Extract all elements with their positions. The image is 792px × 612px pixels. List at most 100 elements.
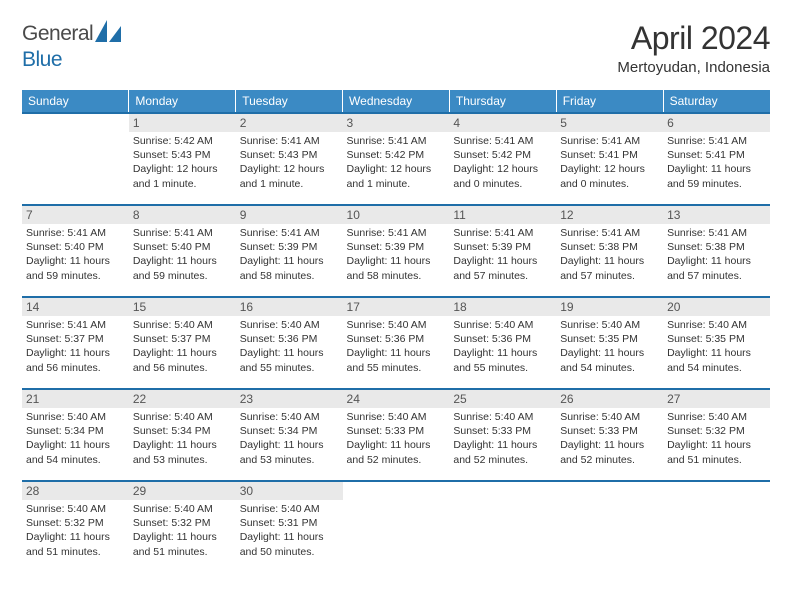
calendar-cell: 27 Sunrise: 5:40 AMSunset: 5:32 PMDayligh…: [663, 389, 770, 481]
day-number: 9: [236, 206, 343, 224]
day-details: Sunrise: 5:41 AMSunset: 5:41 PMDaylight:…: [560, 134, 659, 191]
calendar-cell: [449, 481, 556, 573]
day-number: 19: [556, 298, 663, 316]
calendar-cell: 3 Sunrise: 5:41 AMSunset: 5:42 PMDaylight…: [343, 113, 450, 205]
day-number: 22: [129, 390, 236, 408]
day-details: Sunrise: 5:40 AMSunset: 5:37 PMDaylight:…: [133, 318, 232, 375]
day-details: Sunrise: 5:40 AMSunset: 5:36 PMDaylight:…: [347, 318, 446, 375]
calendar-cell: 7Sunrise: 5:41 AMSunset: 5:40 PMDaylight…: [22, 205, 129, 297]
calendar-cell: 14Sunrise: 5:41 AMSunset: 5:37 PMDayligh…: [22, 297, 129, 389]
day-details: Sunrise: 5:41 AMSunset: 5:43 PMDaylight:…: [240, 134, 339, 191]
day-number: 10: [343, 206, 450, 224]
calendar-cell: 23 Sunrise: 5:40 AMSunset: 5:34 PMDayligh…: [236, 389, 343, 481]
day-number: 6: [663, 114, 770, 132]
day-details: Sunrise: 5:40 AMSunset: 5:32 PMDaylight:…: [26, 502, 125, 559]
day-details: Sunrise: 5:40 AMSunset: 5:31 PMDaylight:…: [240, 502, 339, 559]
weekday-header: Wednesday: [343, 90, 450, 113]
logo: General: [22, 20, 125, 47]
day-details: Sunrise: 5:41 AMSunset: 5:37 PMDaylight:…: [26, 318, 125, 375]
day-details: Sunrise: 5:41 AMSunset: 5:42 PMDaylight:…: [347, 134, 446, 191]
month-title: April 2024: [617, 20, 770, 57]
weekday-header: Saturday: [663, 90, 770, 113]
sail-icon: [95, 20, 121, 47]
calendar-cell: 26Sunrise: 5:40 AMSunset: 5:33 PMDayligh…: [556, 389, 663, 481]
day-number: 5: [556, 114, 663, 132]
day-number: 30: [236, 482, 343, 500]
calendar-cell: 18 Sunrise: 5:40 AMSunset: 5:36 PMDayligh…: [449, 297, 556, 389]
day-details: Sunrise: 5:40 AMSunset: 5:34 PMDaylight:…: [240, 410, 339, 467]
day-details: Sunrise: 5:41 AMSunset: 5:39 PMDaylight:…: [240, 226, 339, 283]
day-number: 3: [343, 114, 450, 132]
calendar-cell: 1 Sunrise: 5:42 AMSunset: 5:43 PMDaylight…: [129, 113, 236, 205]
day-details: Sunrise: 5:41 AMSunset: 5:39 PMDaylight:…: [347, 226, 446, 283]
logo-text-general: General: [22, 22, 93, 46]
calendar-cell: 13 Sunrise: 5:41 AMSunset: 5:38 PMDayligh…: [663, 205, 770, 297]
calendar-cell: 24Sunrise: 5:40 AMSunset: 5:33 PMDayligh…: [343, 389, 450, 481]
day-number: 25: [449, 390, 556, 408]
calendar-row: 28Sunrise: 5:40 AMSunset: 5:32 PMDayligh…: [22, 481, 770, 573]
calendar-cell: 9 Sunrise: 5:41 AMSunset: 5:39 PMDaylight…: [236, 205, 343, 297]
day-number: 28: [22, 482, 129, 500]
day-number: 17: [343, 298, 450, 316]
day-details: Sunrise: 5:41 AMSunset: 5:41 PMDaylight:…: [667, 134, 766, 191]
title-block: April 2024 Mertoyudan, Indonesia: [617, 20, 770, 76]
day-number: 27: [663, 390, 770, 408]
calendar-cell: 10 Sunrise: 5:41 AMSunset: 5:39 PMDayligh…: [343, 205, 450, 297]
calendar-cell: 6 Sunrise: 5:41 AMSunset: 5:41 PMDaylight…: [663, 113, 770, 205]
day-number: 23: [236, 390, 343, 408]
calendar-cell: 19 Sunrise: 5:40 AMSunset: 5:35 PMDayligh…: [556, 297, 663, 389]
day-number: 18: [449, 298, 556, 316]
header: General April 2024 Mertoyudan, Indonesia: [22, 20, 770, 76]
calendar-cell: 17 Sunrise: 5:40 AMSunset: 5:36 PMDayligh…: [343, 297, 450, 389]
calendar-cell: 25 Sunrise: 5:40 AMSunset: 5:33 PMDayligh…: [449, 389, 556, 481]
day-number: 1: [129, 114, 236, 132]
logo-text-blue: Blue: [22, 48, 62, 71]
day-details: Sunrise: 5:41 AMSunset: 5:40 PMDaylight:…: [133, 226, 232, 283]
calendar-cell: 20Sunrise: 5:40 AMSunset: 5:35 PMDayligh…: [663, 297, 770, 389]
day-number: [449, 482, 556, 500]
calendar-cell: 4Sunrise: 5:41 AMSunset: 5:42 PMDaylight…: [449, 113, 556, 205]
day-details: Sunrise: 5:41 AMSunset: 5:39 PMDaylight:…: [453, 226, 552, 283]
day-details: Sunrise: 5:41 AMSunset: 5:40 PMDaylight:…: [26, 226, 125, 283]
day-details: Sunrise: 5:40 AMSunset: 5:35 PMDaylight:…: [560, 318, 659, 375]
calendar: Sunday Monday Tuesday Wednesday Thursday…: [22, 90, 770, 573]
day-number: 15: [129, 298, 236, 316]
calendar-row: 1 Sunrise: 5:42 AMSunset: 5:43 PMDaylight…: [22, 113, 770, 205]
day-number: [556, 482, 663, 500]
calendar-cell: [556, 481, 663, 573]
calendar-cell: [343, 481, 450, 573]
day-details: Sunrise: 5:40 AMSunset: 5:34 PMDaylight:…: [26, 410, 125, 467]
day-number: 12: [556, 206, 663, 224]
day-details: Sunrise: 5:40 AMSunset: 5:32 PMDaylight:…: [133, 502, 232, 559]
calendar-cell: 16 Sunrise: 5:40 AMSunset: 5:36 PMDayligh…: [236, 297, 343, 389]
calendar-cell: 2Sunrise: 5:41 AMSunset: 5:43 PMDaylight…: [236, 113, 343, 205]
day-number: 13: [663, 206, 770, 224]
calendar-cell: 30 Sunrise: 5:40 AMSunset: 5:31 PMDayligh…: [236, 481, 343, 573]
calendar-cell: [663, 481, 770, 573]
calendar-cell: 29Sunrise: 5:40 AMSunset: 5:32 PMDayligh…: [129, 481, 236, 573]
day-number: 24: [343, 390, 450, 408]
weekday-header: Monday: [129, 90, 236, 113]
day-details: Sunrise: 5:40 AMSunset: 5:36 PMDaylight:…: [240, 318, 339, 375]
day-number: 21: [22, 390, 129, 408]
weekday-header: Thursday: [449, 90, 556, 113]
day-number: [343, 482, 450, 500]
day-details: Sunrise: 5:41 AMSunset: 5:38 PMDaylight:…: [560, 226, 659, 283]
calendar-cell: 8Sunrise: 5:41 AMSunset: 5:40 PMDaylight…: [129, 205, 236, 297]
location: Mertoyudan, Indonesia: [617, 59, 770, 76]
day-number: 11: [449, 206, 556, 224]
calendar-cell: [22, 113, 129, 205]
day-details: Sunrise: 5:40 AMSunset: 5:36 PMDaylight:…: [453, 318, 552, 375]
calendar-cell: 12 Sunrise: 5:41 AMSunset: 5:38 PMDayligh…: [556, 205, 663, 297]
day-details: Sunrise: 5:40 AMSunset: 5:33 PMDaylight:…: [453, 410, 552, 467]
calendar-row: 21Sunrise: 5:40 AMSunset: 5:34 PMDayligh…: [22, 389, 770, 481]
day-details: Sunrise: 5:40 AMSunset: 5:32 PMDaylight:…: [667, 410, 766, 467]
day-details: Sunrise: 5:41 AMSunset: 5:38 PMDaylight:…: [667, 226, 766, 283]
day-number: 26: [556, 390, 663, 408]
day-details: Sunrise: 5:40 AMSunset: 5:35 PMDaylight:…: [667, 318, 766, 375]
day-details: Sunrise: 5:40 AMSunset: 5:34 PMDaylight:…: [133, 410, 232, 467]
calendar-cell: 15 Sunrise: 5:40 AMSunset: 5:37 PMDayligh…: [129, 297, 236, 389]
weekday-header: Sunday: [22, 90, 129, 113]
day-details: Sunrise: 5:42 AMSunset: 5:43 PMDaylight:…: [133, 134, 232, 191]
day-number: 16: [236, 298, 343, 316]
